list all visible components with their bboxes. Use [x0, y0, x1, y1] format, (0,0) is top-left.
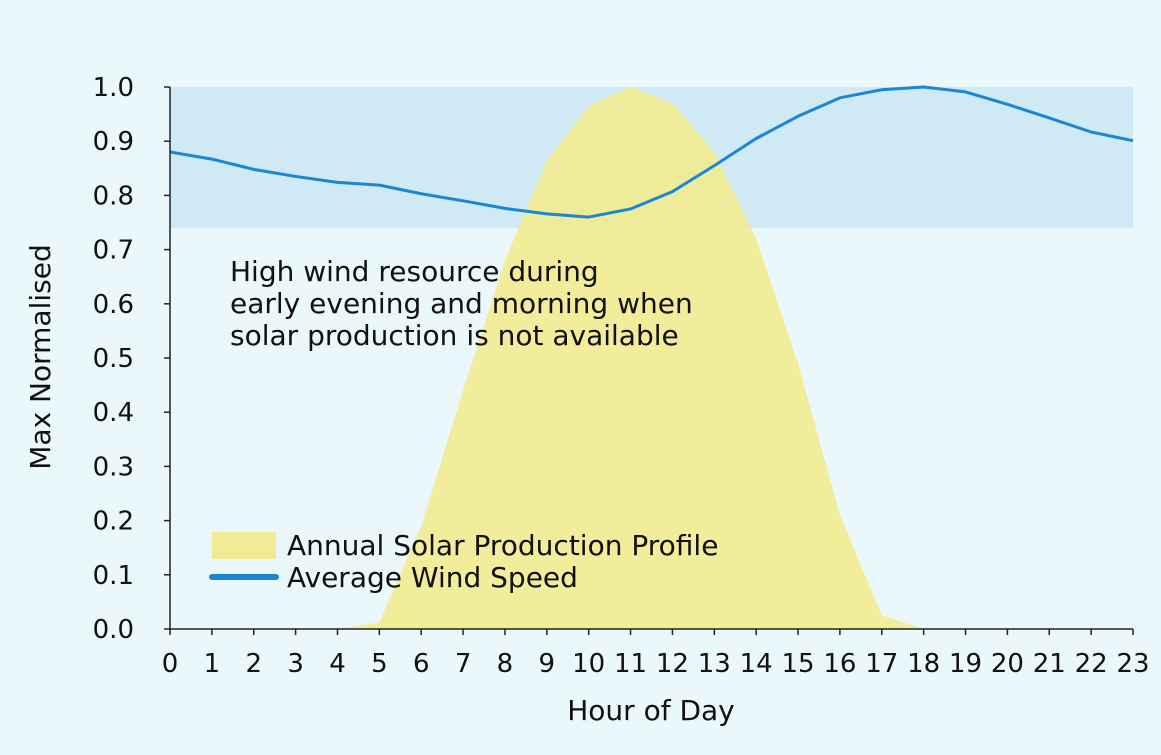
- y-axis-ticks: 0.0 0.1 0.2 0.3 0.4 0.5 0.6 0.7 0.8 0.9 1.0: [93, 73, 170, 645]
- y-tick-label: 0.8: [93, 181, 134, 211]
- solar-production-area: [170, 87, 1133, 629]
- x-tick-label: 0: [162, 649, 179, 679]
- x-tick-label: 12: [656, 649, 689, 679]
- x-tick-label: 8: [497, 649, 514, 679]
- y-tick-label: 0.5: [93, 344, 134, 374]
- x-tick-label: 20: [991, 649, 1024, 679]
- y-tick-label: 0.1: [93, 561, 134, 591]
- annotation: High wind resource during early evening …: [230, 255, 693, 352]
- x-tick-label: 11: [614, 649, 647, 679]
- legend-solar-swatch: [212, 532, 276, 559]
- x-tick-label: 9: [539, 649, 556, 679]
- x-tick-label: 6: [413, 649, 430, 679]
- x-axis-ticks: 0 1 2 3 4 5 6 7 8 9 10 11 12 13 14 15 16 17 18 19 20 21 22 23: [162, 629, 1150, 679]
- x-tick-label: 14: [740, 649, 773, 679]
- y-tick-label: 0.3: [93, 452, 134, 482]
- x-tick-label: 2: [245, 649, 262, 679]
- y-axis-title: Max Normalised: [24, 244, 57, 469]
- y-tick-label: 0.6: [93, 290, 134, 320]
- y-tick-label: 0.9: [93, 127, 134, 157]
- x-tick-label: 17: [865, 649, 898, 679]
- x-tick-label: 19: [949, 649, 982, 679]
- x-tick-label: 18: [907, 649, 940, 679]
- wind-speed-line: [169, 85, 1134, 219]
- y-tick-label: 0.7: [93, 236, 134, 266]
- x-tick-label: 5: [371, 649, 388, 679]
- legend: Annual Solar Production Profile Average …: [209, 529, 718, 594]
- x-tick-label: 23: [1116, 649, 1149, 679]
- y-tick-label: 0.2: [93, 507, 134, 537]
- x-tick-label: 13: [698, 649, 731, 679]
- y-tick-label: 0.0: [93, 615, 134, 645]
- x-tick-label: 3: [287, 649, 304, 679]
- annotation-line-1: High wind resource during: [230, 255, 599, 288]
- x-tick-label: 15: [781, 649, 814, 679]
- x-tick-label: 7: [455, 649, 472, 679]
- annotation-line-3: solar production is not available: [230, 319, 679, 352]
- x-tick-label: 16: [823, 649, 856, 679]
- y-tick-label: 0.4: [93, 398, 134, 428]
- legend-wind-label: Average Wind Speed: [287, 561, 578, 594]
- y-tick-label: 1.0: [93, 73, 134, 103]
- annotation-line-2: early evening and morning when: [230, 287, 693, 320]
- legend-solar-label: Annual Solar Production Profile: [287, 529, 718, 562]
- x-tick-label: 10: [572, 649, 605, 679]
- x-tick-label: 1: [204, 649, 221, 679]
- x-tick-label: 4: [329, 649, 346, 679]
- x-tick-label: 21: [1033, 649, 1066, 679]
- x-axis-title: Hour of Day: [567, 694, 735, 727]
- x-tick-label: 22: [1075, 649, 1108, 679]
